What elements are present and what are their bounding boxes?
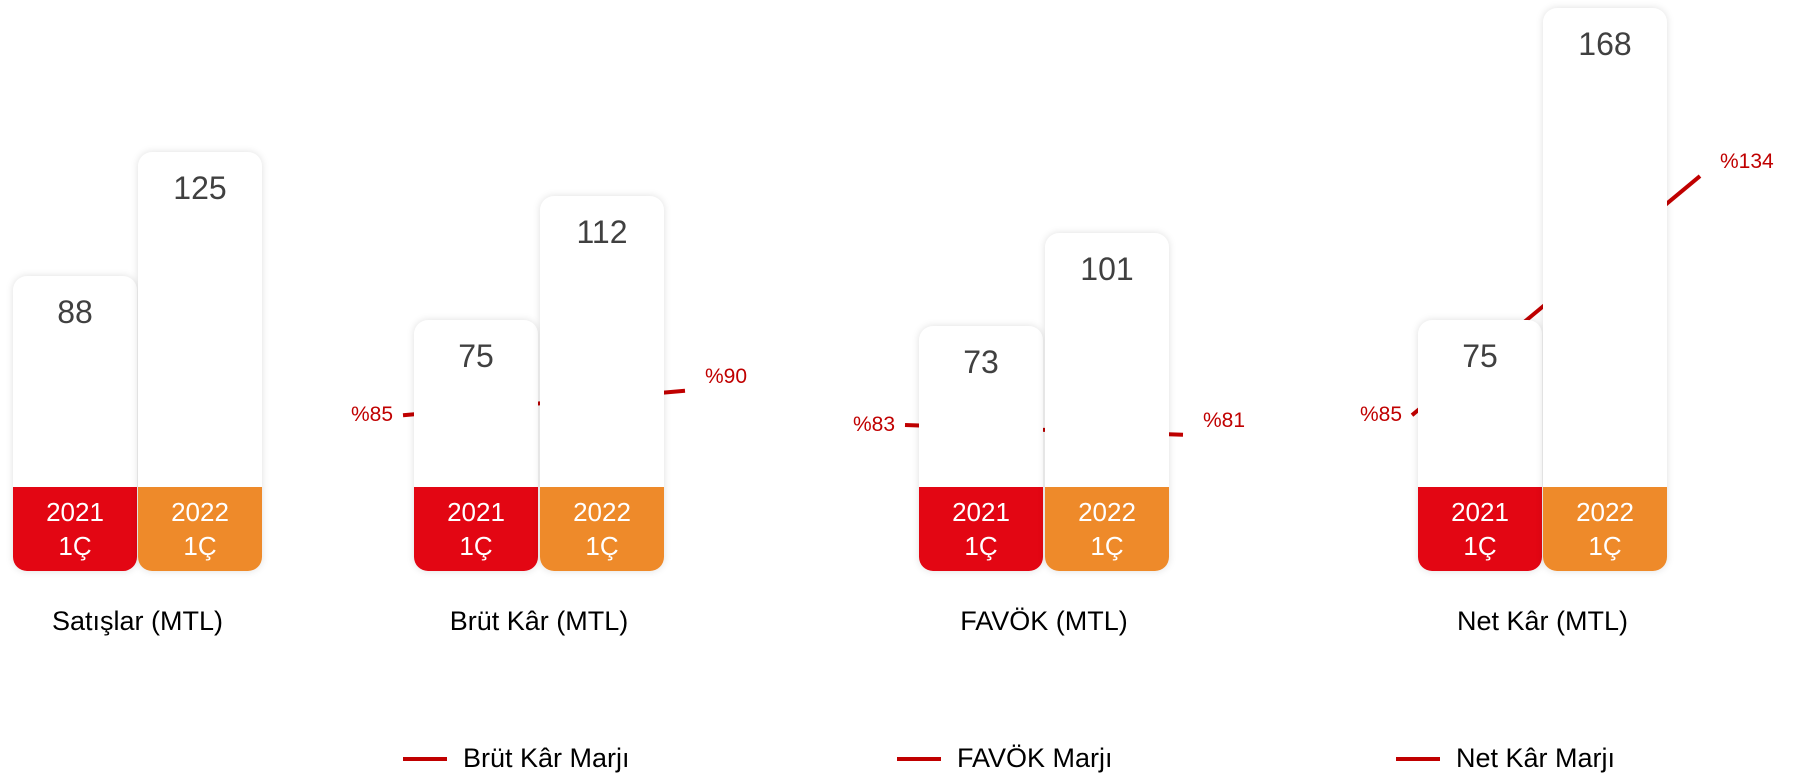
value-label: 101 bbox=[1080, 250, 1134, 287]
value-label: 125 bbox=[173, 170, 227, 207]
legend-entry: Net Kâr Marjı bbox=[1456, 743, 1616, 773]
value-label: 88 bbox=[57, 294, 93, 331]
chart-title: Satışlar (MTL) bbox=[51, 606, 224, 636]
margin-label: %81 bbox=[1203, 408, 1246, 432]
bar: 101 2022 1Ç bbox=[1045, 232, 1169, 571]
value-label: 73 bbox=[963, 344, 999, 381]
category-label: 2021 1Ç bbox=[919, 486, 1043, 571]
bar: 73 2021 1Ç bbox=[919, 326, 1043, 571]
category-label: 2022 1Ç bbox=[1045, 486, 1169, 571]
category-label: 2021 1Ç bbox=[1418, 487, 1542, 571]
legend-entry: FAVÖK Marjı bbox=[957, 743, 1113, 773]
category-label: 2021 1Ç bbox=[13, 486, 137, 571]
margin-label: %90 bbox=[705, 364, 748, 388]
bar: 75 2021 1Ç bbox=[414, 319, 538, 571]
margin-label: %134 bbox=[1720, 150, 1774, 174]
value-label: 112 bbox=[576, 213, 628, 250]
margin-label: %85 bbox=[350, 403, 393, 427]
bar: 125 2022 1Ç bbox=[138, 152, 262, 571]
category-label: 2022 1Ç bbox=[540, 486, 664, 571]
margin-label: %85 bbox=[1359, 403, 1402, 427]
margin-label: %83 bbox=[852, 412, 895, 436]
category-label: 2022 1Ç bbox=[1543, 486, 1667, 571]
category-label: 2021 1Ç bbox=[414, 487, 538, 571]
bar: 75 2021 1Ç bbox=[1418, 319, 1542, 571]
bar: 88 2021 1Ç bbox=[13, 276, 137, 571]
category-label: 2022 1Ç bbox=[138, 487, 262, 571]
value-label: 75 bbox=[458, 337, 494, 374]
value-label: 75 bbox=[1462, 337, 1498, 374]
chart-title: FAVÖK (MTL) bbox=[960, 606, 1128, 636]
chart-title: Brüt Kâr (MTL) bbox=[449, 606, 629, 636]
chart-title: Net Kâr (MTL) bbox=[1456, 606, 1629, 636]
bar: 112 2022 1Ç bbox=[540, 195, 664, 571]
value-label: 168 bbox=[1578, 26, 1632, 63]
legend-entry: Brüt Kâr Marjı bbox=[463, 743, 630, 773]
bar: 168 2022 1Ç bbox=[1543, 8, 1667, 571]
